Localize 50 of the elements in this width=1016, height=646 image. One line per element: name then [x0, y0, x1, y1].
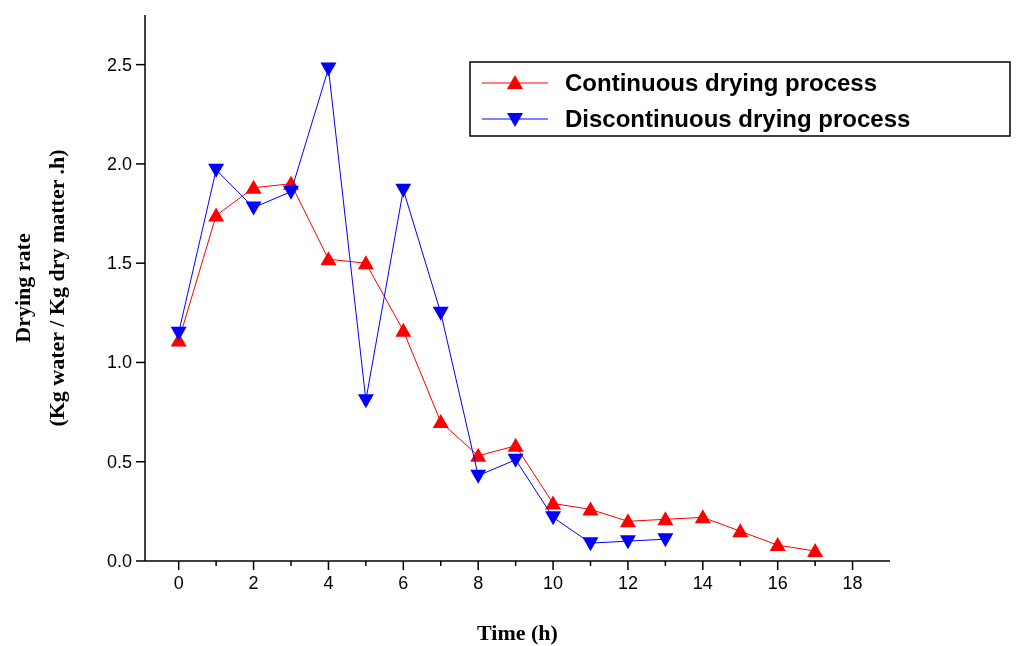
y-tick-label: 0.5	[106, 451, 132, 472]
legend-label: Continuous drying process	[565, 69, 878, 96]
point	[619, 535, 636, 550]
y-tick-label: 2.5	[106, 54, 132, 75]
point	[507, 437, 524, 452]
x-tick-label: 6	[398, 573, 409, 593]
point	[582, 537, 599, 552]
point	[432, 306, 449, 321]
point	[245, 201, 262, 216]
point	[657, 533, 674, 548]
point	[395, 322, 412, 337]
x-tick-label: 2	[248, 573, 259, 593]
point	[432, 414, 449, 429]
point	[507, 453, 524, 468]
x-tick-label: 18	[842, 573, 863, 593]
point	[320, 62, 337, 77]
point	[545, 495, 562, 510]
point	[245, 179, 262, 194]
y-tick-label: 0.0	[106, 551, 132, 571]
point	[395, 183, 412, 198]
point	[769, 537, 786, 552]
point	[170, 326, 187, 341]
x-tick-label: 4	[323, 573, 334, 593]
point	[582, 501, 599, 516]
x-tick-label: 0	[173, 573, 184, 593]
point	[208, 163, 225, 178]
y-tick-label: 2.0	[106, 153, 132, 174]
x-axis-title: Time (h)	[477, 620, 558, 645]
point	[470, 447, 487, 462]
point	[283, 185, 300, 200]
y-tick-label: 1.0	[106, 352, 132, 373]
point	[807, 543, 824, 558]
point	[694, 509, 711, 524]
x-tick-label: 14	[692, 573, 713, 593]
point	[357, 255, 374, 270]
x-tick-label: 16	[767, 573, 788, 593]
point	[320, 251, 337, 266]
point	[732, 523, 749, 538]
point	[357, 394, 374, 409]
point	[470, 469, 487, 484]
point	[619, 513, 636, 528]
x-tick-label: 8	[473, 573, 484, 593]
point	[545, 511, 562, 526]
legend-label: Discontinuous drying process	[565, 105, 911, 132]
x-tick-label: 10	[543, 573, 564, 593]
y-tick-label: 1.5	[106, 253, 132, 274]
point	[208, 207, 225, 222]
y-axis-title: Drying rate (Kg water / Kg dry matter .h)	[10, 149, 69, 427]
point	[657, 511, 674, 526]
x-tick-label: 12	[617, 573, 638, 593]
